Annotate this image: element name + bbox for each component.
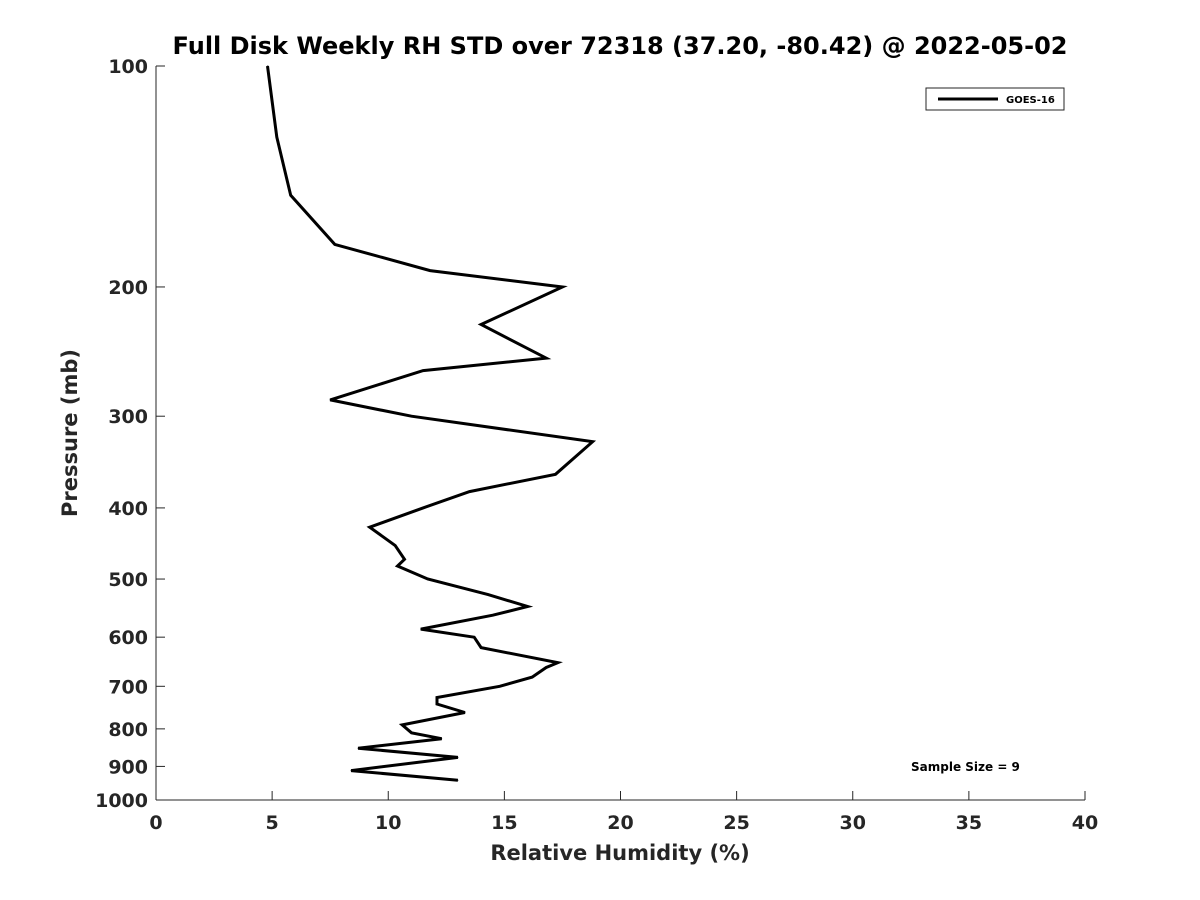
y-tick-label: 1000 <box>95 790 148 812</box>
data-point <box>561 286 563 288</box>
data-point <box>411 415 412 417</box>
data-point <box>531 676 533 678</box>
series-points <box>267 65 594 781</box>
x-tick-label: 25 <box>723 812 749 834</box>
chart-title: Full Disk Weekly RH STD over 72318 (37.2… <box>173 32 1068 60</box>
x-axis-label: Relative Humidity (%) <box>490 841 749 865</box>
data-point <box>457 756 459 758</box>
data-point <box>350 770 352 772</box>
data-point <box>397 565 398 567</box>
sample-size-annotation: Sample Size = 9 <box>911 760 1020 774</box>
y-tick-label: 600 <box>108 627 148 649</box>
x-tick-label: 20 <box>607 812 633 834</box>
x-tick-label: 5 <box>266 812 279 834</box>
legend-label: GOES-16 <box>1006 95 1055 106</box>
y-tick-label: 500 <box>108 569 148 591</box>
data-point <box>394 545 396 546</box>
data-point <box>464 712 466 713</box>
x-tick-label: 40 <box>1072 812 1098 834</box>
data-point <box>422 370 424 372</box>
data-point <box>492 614 494 616</box>
data-point <box>436 697 438 698</box>
x-tick-label: 10 <box>375 812 401 834</box>
y-tick-label: 800 <box>108 719 148 741</box>
x-tick-label: 15 <box>491 812 517 834</box>
x-tick-label: 0 <box>149 812 162 834</box>
y-tick-label: 400 <box>108 498 148 520</box>
data-point <box>422 507 424 509</box>
data-point <box>480 324 482 325</box>
data-point <box>473 636 475 638</box>
data-point <box>429 270 431 272</box>
y-tick-label: 200 <box>108 277 148 299</box>
data-point <box>404 558 405 560</box>
data-point <box>290 194 292 196</box>
y-tick-label: 300 <box>108 406 148 428</box>
data-point <box>267 65 268 67</box>
data-point <box>276 136 278 138</box>
data-point <box>555 473 556 475</box>
data-point <box>545 357 547 359</box>
data-point <box>420 628 422 630</box>
plot-area: 0 5 10 15 20 25 30 35 40 100 200 300 400 500 600 700 80… <box>95 56 1098 834</box>
data-point <box>457 779 459 781</box>
data-point <box>411 732 412 734</box>
x-axis-ticks: 0 5 10 15 20 25 30 35 40 <box>149 791 1098 834</box>
data-point <box>427 578 429 580</box>
data-point <box>436 703 438 705</box>
legend: GOES-16 <box>925 87 1065 111</box>
y-tick-label: 700 <box>108 676 148 698</box>
series-layer <box>266 65 597 782</box>
x-tick-label: 30 <box>840 812 866 834</box>
y-axis-ticks: 100 200 300 400 500 600 700 800 900 1000 <box>95 56 165 812</box>
data-point <box>499 685 501 687</box>
data-point <box>480 647 482 649</box>
data-point <box>401 724 403 726</box>
series-line-goes-16 <box>266 65 597 782</box>
data-point <box>527 606 529 607</box>
data-point <box>545 667 547 668</box>
data-point <box>469 491 470 493</box>
data-point <box>334 243 336 245</box>
data-point <box>357 747 359 749</box>
x-tick-label: 35 <box>956 812 982 834</box>
data-point <box>329 399 331 401</box>
y-tick-label: 900 <box>108 756 148 778</box>
data-point <box>487 594 489 596</box>
data-point <box>369 526 371 528</box>
y-axis-label: Pressure (mb) <box>58 349 82 517</box>
data-point <box>557 662 559 664</box>
data-point <box>441 738 443 740</box>
y-tick-label: 100 <box>108 56 148 78</box>
data-point <box>592 441 594 443</box>
